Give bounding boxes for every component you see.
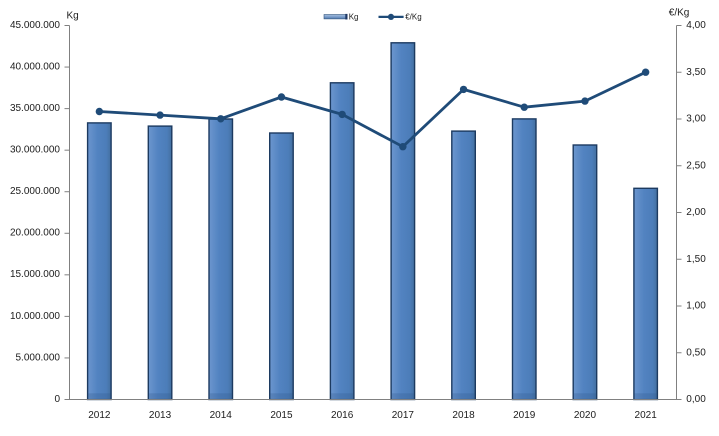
svg-text:0: 0 [54,394,60,405]
svg-text:20.000.000: 20.000.000 [10,228,60,239]
svg-text:3,50: 3,50 [686,67,706,78]
svg-text:1,50: 1,50 [686,254,706,265]
svg-text:2012: 2012 [88,410,111,421]
svg-text:4,00: 4,00 [686,20,706,31]
svg-text:30.000.000: 30.000.000 [10,145,60,156]
svg-text:2015: 2015 [270,410,293,421]
svg-text:2019: 2019 [513,410,536,421]
svg-text:2,00: 2,00 [686,207,706,218]
svg-text:2021: 2021 [635,410,658,421]
svg-text:€/Kg: €/Kg [669,7,690,18]
svg-text:0,50: 0,50 [686,347,706,358]
svg-text:2018: 2018 [452,410,475,421]
svg-text:2014: 2014 [210,410,233,421]
svg-text:1,00: 1,00 [686,301,706,312]
svg-text:Kg: Kg [349,13,359,22]
svg-text:5.000.000: 5.000.000 [16,352,61,363]
svg-text:25.000.000: 25.000.000 [10,186,60,197]
svg-text:35.000.000: 35.000.000 [10,103,60,114]
svg-text:3,00: 3,00 [686,114,706,125]
svg-text:€/Kg: €/Kg [405,13,421,22]
svg-text:Kg: Kg [67,10,79,21]
svg-text:40.000.000: 40.000.000 [10,61,60,72]
svg-text:15.000.000: 15.000.000 [10,269,60,280]
svg-text:2017: 2017 [392,410,415,421]
svg-text:0,00: 0,00 [686,394,706,405]
svg-text:2013: 2013 [149,410,172,421]
svg-text:10.000.000: 10.000.000 [10,311,60,322]
svg-text:2020: 2020 [574,410,597,421]
svg-text:2016: 2016 [331,410,354,421]
svg-text:2,50: 2,50 [686,160,706,171]
svg-text:45.000.000: 45.000.000 [10,20,60,31]
